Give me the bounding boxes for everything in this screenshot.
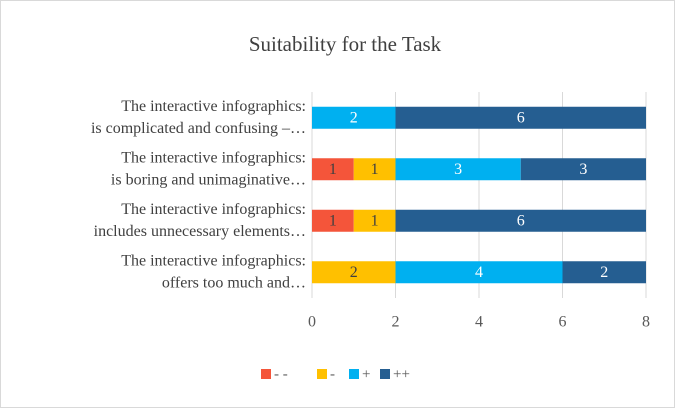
legend-label: - (330, 366, 335, 382)
data-label: 2 (350, 109, 358, 126)
y-tick-label: The interactive infographics: is complica… (91, 97, 306, 136)
y-tick-label-line: The interactive infographics: (121, 252, 306, 269)
data-label: 1 (329, 212, 337, 229)
y-tick-label: The interactive infographics: includes un… (94, 200, 306, 239)
y-tick-label-line: The interactive infographics: (121, 97, 306, 114)
x-tick-label: 8 (642, 314, 650, 331)
y-tick-label: The interactive infographics: offers too … (121, 252, 306, 291)
data-label: 1 (371, 161, 379, 178)
legend-swatch (349, 369, 359, 379)
bar-segment (312, 261, 396, 284)
data-label: 6 (517, 109, 525, 126)
y-tick-label-line: is boring and unimaginative… (111, 171, 306, 188)
y-tick-label: The interactive infographics: is boring a… (111, 149, 306, 188)
data-label: 6 (517, 212, 525, 229)
bar-segment (395, 106, 646, 129)
bar-segment (312, 158, 354, 181)
data-label: 3 (454, 161, 462, 178)
legend-label: - - (274, 366, 288, 382)
bar-segment (395, 158, 521, 181)
x-tick-label: 6 (559, 314, 567, 331)
legend-label: ++ (393, 366, 410, 382)
data-label: 4 (475, 264, 483, 281)
legend-swatch (317, 369, 327, 379)
data-label: 3 (579, 161, 587, 178)
x-tick-label: 0 (308, 314, 316, 331)
data-label: 2 (600, 264, 608, 281)
data-label: 1 (329, 161, 337, 178)
bar-segment (395, 261, 563, 284)
x-tick-label: 4 (475, 314, 483, 331)
x-tick-label: 2 (392, 314, 400, 331)
y-tick-label-line: The interactive infographics: (121, 149, 306, 166)
legend-swatch (261, 369, 271, 379)
y-tick-label-line: includes unnecessary elements… (94, 222, 306, 239)
data-label: 1 (371, 212, 379, 229)
bar-segment (312, 106, 396, 129)
bar-segment (312, 209, 354, 232)
y-tick-label-line: offers too much and… (162, 274, 306, 291)
bar-segment (353, 209, 396, 232)
y-tick-label-line: is complicated and confusing –… (91, 119, 306, 136)
data-label: 2 (350, 264, 358, 281)
legend-swatch (380, 369, 390, 379)
chart-title: Suitability for the Task (249, 32, 442, 56)
legend-label: + (362, 366, 370, 382)
bar-segment (520, 158, 646, 181)
y-tick-label-line: The interactive infographics: (121, 200, 306, 217)
bar-segment (395, 209, 646, 232)
bar-segment (353, 158, 396, 181)
bar-segment (562, 261, 646, 284)
